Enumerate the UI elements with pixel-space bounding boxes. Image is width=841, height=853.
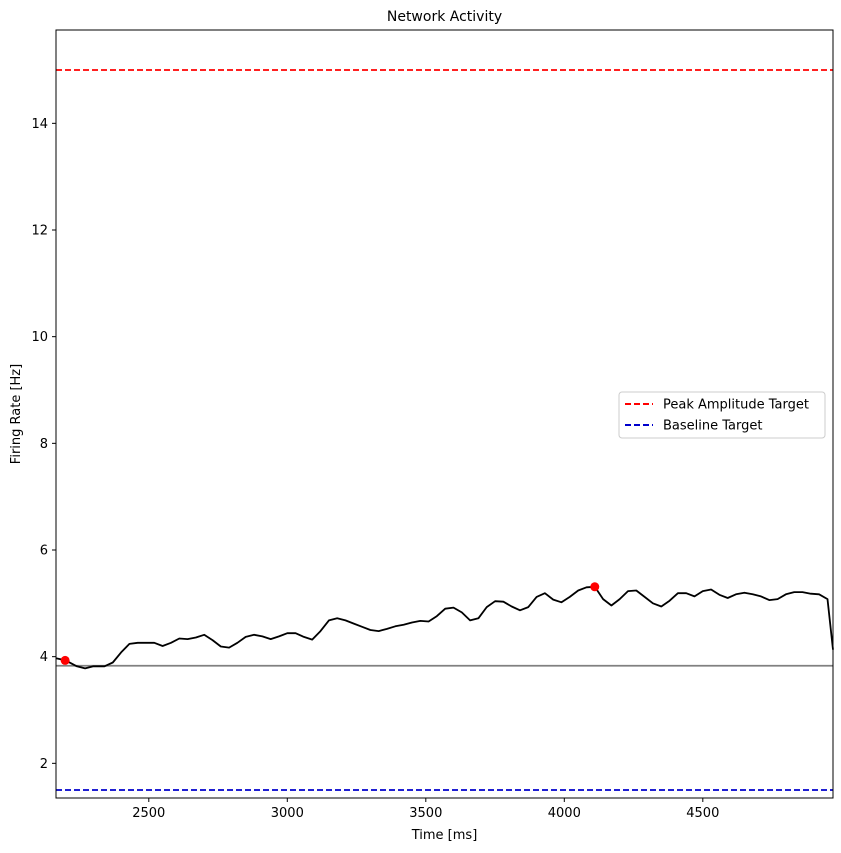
plot-frame [55,29,834,799]
highlight-point-1 [590,582,600,592]
y-tick-label: 12 [31,224,48,239]
reference-lines [56,69,833,791]
x-tick-label: 3000 [271,806,304,821]
x-tick-label: 4000 [548,806,581,821]
y-tick-label: 8 [40,437,48,452]
x-tick-label: 3500 [409,806,442,821]
legend-label-baseline: Baseline Target [663,419,762,434]
y-tick-label: 10 [31,330,48,345]
x-axis-label: Time [ms] [411,828,478,843]
legend-box [618,391,826,439]
x-axis-ticks: 2500 3000 3500 4000 4500 [132,798,719,821]
series-layer [55,585,834,670]
highlight-points [60,582,600,665]
y-axis-label: Firing Rate [Hz] [9,364,24,464]
legend-label-peak: Peak Amplitude Target [663,398,809,413]
highlight-point-0 [60,655,70,665]
series-line-0 [55,585,834,670]
chart-title: Network Activity [387,9,502,25]
y-tick-label: 4 [40,650,48,665]
y-axis-ticks: 2 4 6 8 10 12 14 [31,117,56,772]
y-tick-label: 2 [40,757,48,772]
y-tick-label: 14 [31,117,48,132]
y-tick-label: 6 [40,544,48,559]
legend: Peak Amplitude Target Baseline Target [618,391,826,439]
x-tick-label: 4500 [686,806,719,821]
x-tick-label: 2500 [132,806,165,821]
